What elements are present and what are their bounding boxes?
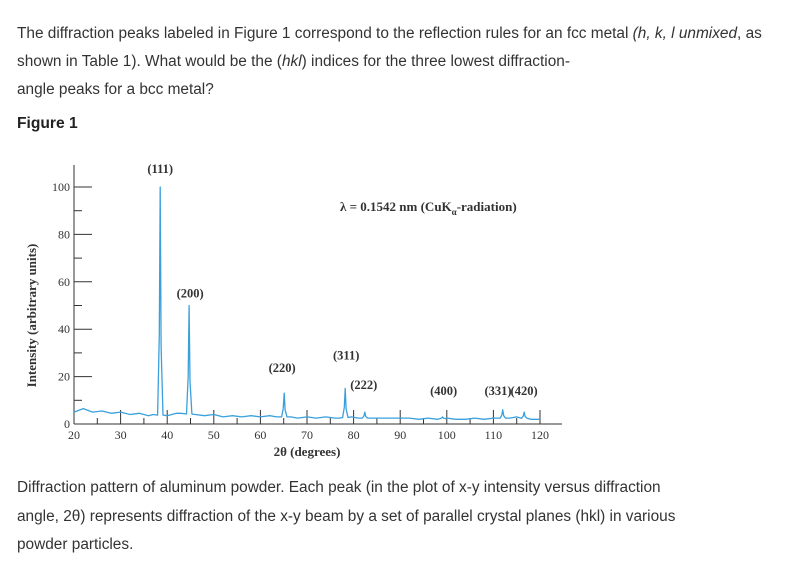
x-tick-label: 120 — [531, 428, 549, 442]
x-tick-label: 50 — [208, 428, 220, 442]
annotation-subscript: α — [452, 207, 457, 217]
peak-label: (222) — [350, 378, 377, 392]
x-tick-label: 100 — [438, 428, 456, 442]
diffraction-pattern-line — [73, 186, 540, 420]
y-tick-label: 100 — [52, 180, 70, 194]
figure-caption: Diffraction pattern of aluminum powder. … — [17, 474, 777, 560]
question-part1: The diffraction peaks labeled in Figure … — [17, 25, 633, 42]
x-tick-label: 70 — [301, 428, 313, 442]
wavelength-annotation: λ = 0.1542 nm (CuKα-radiation) — [340, 199, 517, 217]
x-tick-label: 80 — [348, 428, 360, 442]
y-axis-label: Intensity (arbitrary units) — [24, 244, 39, 388]
caption-line3: powder particles. — [17, 536, 134, 553]
y-tick-label: 60 — [58, 275, 70, 289]
peak-label: (331) — [485, 384, 512, 398]
question-hkl2: hkl — [281, 53, 302, 70]
peak-label: (311) — [333, 348, 359, 362]
question-part2: , as shown in Table 1). What would be th… — [17, 25, 762, 70]
peak-label: (111) — [147, 162, 173, 176]
x-tick-label: 40 — [161, 428, 173, 442]
annotation-prefix: λ = 0.1542 nm (CuK — [340, 199, 453, 214]
x-ticks: 20 30 40 50 60 70 80 90 100 110 120 — [68, 410, 549, 442]
y-tick-label: 20 — [58, 370, 70, 384]
question-line2-lead: unmixed — [678, 25, 738, 42]
question-part3: ) indices for the three lowest diffracti… — [301, 53, 570, 70]
chart-axes — [73, 165, 562, 425]
y-tick-label: 0 — [64, 417, 70, 431]
question-hkl-italic: (h, k, l — [632, 25, 675, 42]
peak-label: (220) — [269, 361, 296, 375]
question-line3: angle peaks for a bcc metal? — [17, 81, 214, 98]
peak-label: (400) — [430, 384, 457, 398]
caption-line1: Diffraction pattern of aluminum powder. … — [17, 479, 661, 496]
question-text: The diffraction peaks labeled in Figure … — [17, 20, 777, 104]
peak-label: (420) — [511, 384, 538, 398]
y-ticks: 0 20 40 60 80 100 — [52, 180, 92, 431]
x-tick-label: 110 — [485, 428, 503, 442]
caption-line2: angle, 2θ) represents diffraction of the… — [17, 507, 676, 525]
annotation-suffix: -radiation) — [457, 199, 517, 214]
x-tick-label: 90 — [394, 428, 406, 442]
x-tick-label: 20 — [68, 428, 80, 442]
x-axis-label: 2θ (degrees) — [274, 444, 341, 459]
x-tick-label: 60 — [254, 428, 266, 442]
y-tick-label: 40 — [58, 322, 70, 336]
x-tick-label: 30 — [115, 428, 127, 442]
figure-heading: Figure 1 — [17, 115, 78, 132]
y-tick-label: 80 — [58, 227, 70, 241]
peak-labels: (111) (200) (220) (311) (222) (400) (331)(420) — [147, 162, 537, 398]
peak-label: (200) — [177, 287, 204, 301]
